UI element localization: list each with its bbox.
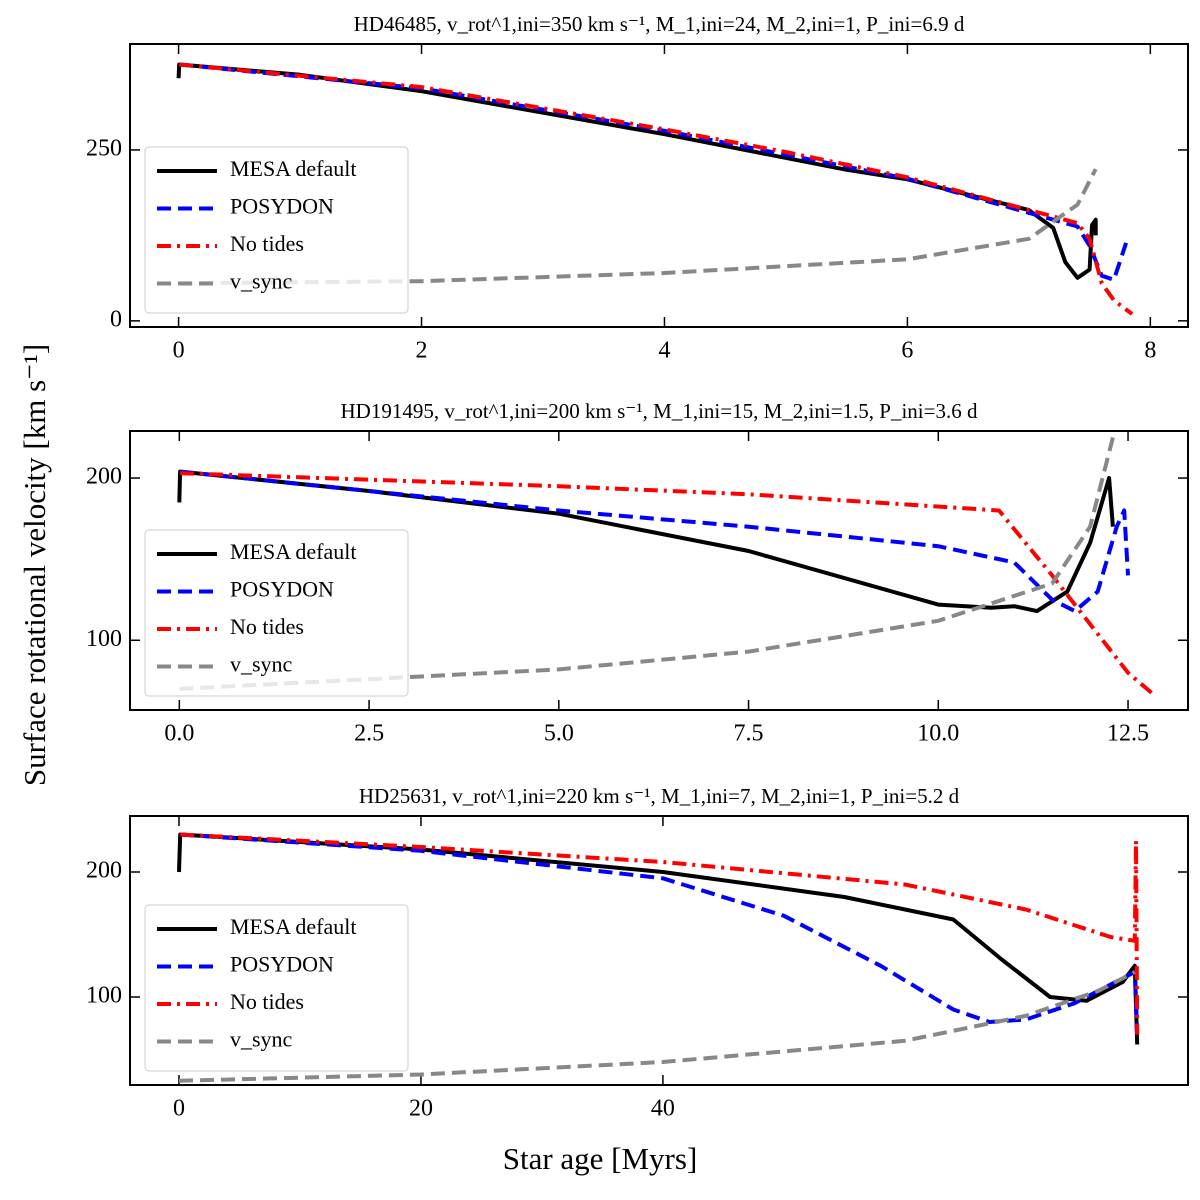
axes-frame [129,430,1189,711]
x-tick-label: 10.0 [917,721,959,747]
axes-frame [129,815,1189,1086]
chart-title: HD46485, v_rot^1,ini=350 km s⁻¹, M_1,ini… [354,12,965,36]
x-tick-label: 2 [416,338,428,364]
legend-label: No tides [230,989,304,1014]
x-tick-label: 8 [1144,338,1156,364]
x-tick-label: 0 [173,1096,185,1122]
y-tick-label: 250 [86,135,122,161]
legend-box [144,529,409,697]
legend-label: No tides [230,614,304,639]
chart-title: HD25631, v_rot^1,ini=220 km s⁻¹, M_1,ini… [359,784,960,808]
chart-title: HD191495, v_rot^1,ini=200 km s⁻¹, M_1,in… [341,399,978,423]
legend-label: v_sync [230,1027,293,1052]
legend-label: MESA default [230,914,357,939]
y-tick-label: 0 [110,306,122,332]
legend-label: No tides [230,231,304,256]
legend-label: POSYDON [230,577,334,602]
series-line [178,168,1098,286]
legend-label: POSYDON [230,952,334,977]
series-line [179,62,1134,316]
y-tick-label: 200 [86,858,122,884]
y-tick-label: 200 [86,464,122,490]
x-tick-label: 20 [409,1096,433,1122]
plot-area [177,437,1156,697]
series-line [180,471,1156,697]
legend-label: v_sync [230,269,293,294]
plot-area [177,832,1140,1083]
y-tick-label: 100 [86,626,122,652]
y-axis-label: Surface rotational velocity [km s⁻¹] [17,344,52,786]
x-tick-label: 2.5 [354,721,384,747]
x-tick-label: 4 [658,338,670,364]
series-line [179,437,1115,691]
x-tick-label: 40 [651,1096,675,1122]
axes-frame [129,43,1189,328]
x-tick-label: 6 [901,338,913,364]
legend-label: POSYDON [230,194,334,219]
x-tick-label: 0.0 [164,721,194,747]
plot-area [176,62,1134,316]
x-tick-label: 12.5 [1107,721,1149,747]
legend-label: MESA default [230,539,357,564]
x-tick-label: 5.0 [544,721,574,747]
x-tick-label: 0 [173,338,185,364]
series-line [180,832,1140,1035]
series-line [179,469,1130,614]
legend-box [144,904,409,1072]
series-line [178,970,1136,1083]
legend-label: v_sync [230,652,293,677]
legend-label: MESA default [230,156,357,181]
legend-box [144,146,409,314]
x-axis-label: Star age [Myrs] [503,1141,698,1176]
x-tick-label: 7.5 [734,721,764,747]
y-tick-label: 100 [86,983,122,1009]
